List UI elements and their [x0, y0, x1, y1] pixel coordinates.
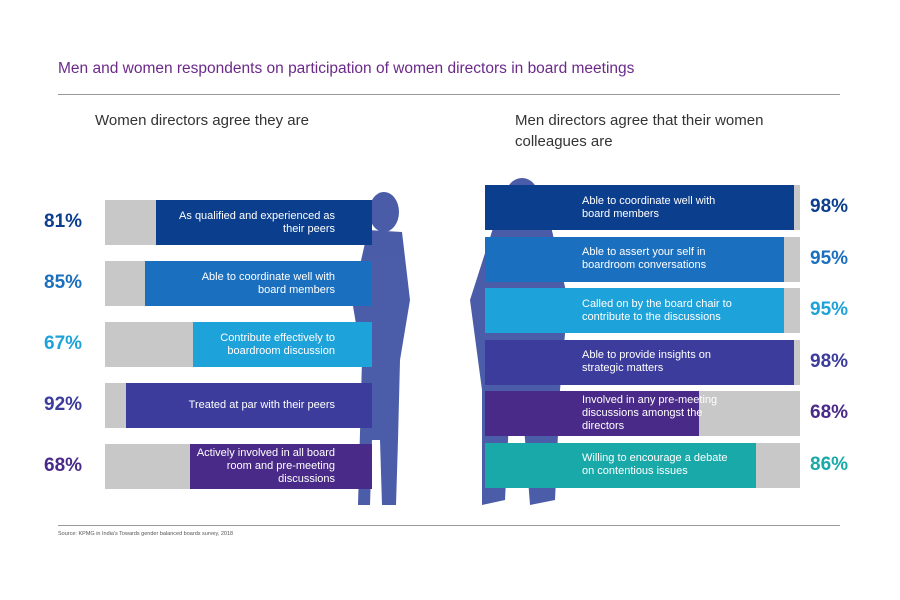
bar-label: Actively involved in all board room and …	[196, 447, 335, 485]
bar	[193, 322, 372, 367]
bar-label: Willing to encourage a debate on content…	[582, 452, 728, 477]
value-label: 86%	[810, 453, 849, 475]
bar-label: Able to coordinate well with board membe…	[201, 270, 335, 296]
bar	[126, 383, 372, 428]
bar	[485, 442, 756, 488]
value-label: 98%	[810, 196, 849, 217]
value-label: 95%	[810, 299, 849, 320]
bar-label: As qualified and experienced as their pe…	[179, 209, 335, 235]
bar	[155, 200, 372, 245]
divider	[58, 94, 840, 95]
subtitle: Women directors agree they are	[95, 112, 309, 129]
subtitle: Men directors agree that their women col…	[515, 112, 764, 150]
value-label: 85%	[44, 272, 83, 293]
bar	[485, 236, 785, 282]
bar	[485, 339, 794, 385]
value-label: 81%	[44, 211, 83, 232]
bar	[485, 185, 794, 230]
value-label: 95%	[810, 247, 849, 269]
value-label: 68%	[44, 455, 83, 476]
bar	[485, 288, 785, 333]
bar-label: Called on by the board chair to contribu…	[582, 297, 732, 323]
bar	[485, 391, 700, 436]
bar-label: Able to assert your self in boardroom co…	[582, 246, 707, 271]
divider	[58, 525, 840, 526]
value-label: 98%	[810, 350, 849, 372]
bar-label: Contribute effectively to boardroom disc…	[220, 331, 335, 357]
value-label: 92%	[44, 394, 83, 415]
bar	[145, 261, 372, 306]
bar-label: Able to provide insights on strategic ma…	[582, 349, 712, 374]
value-label: 67%	[44, 333, 83, 354]
title: Men and women respondents on participati…	[58, 60, 635, 77]
value-label: 68%	[810, 402, 849, 423]
bar-label: Able to coordinate well with board membe…	[582, 194, 716, 220]
source-note: Source: KPMG in India's Towards gender b…	[58, 531, 234, 537]
bar-label: Treated at par with their peers	[188, 399, 335, 411]
bar-label: Involved in any pre-meeting discussions …	[582, 394, 718, 432]
bar	[190, 444, 372, 489]
